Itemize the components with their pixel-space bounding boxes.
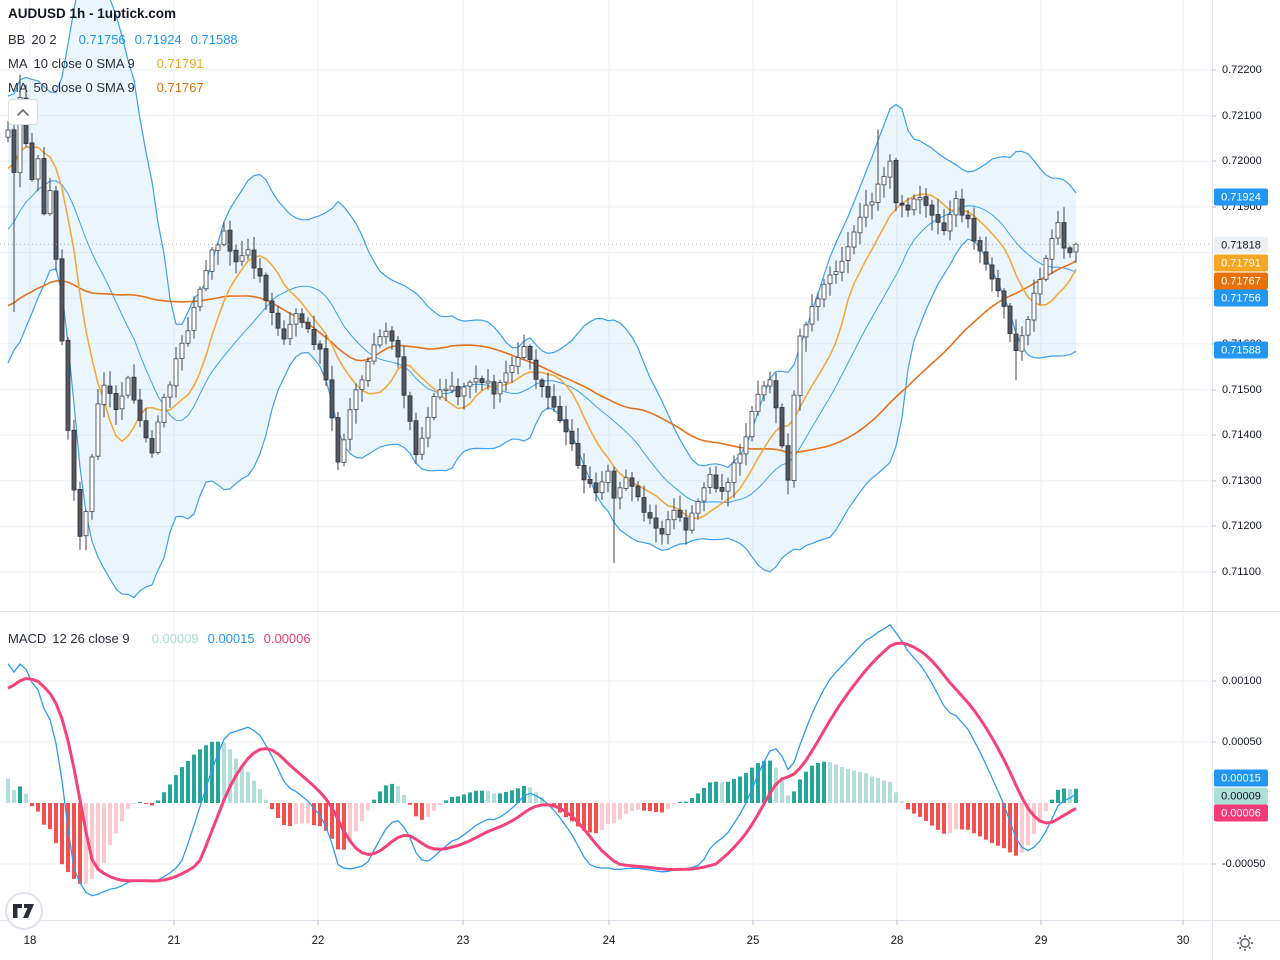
indicator-name: BB: [8, 31, 26, 47]
price-tick-label: 0.71300: [1222, 475, 1262, 487]
bb-lower-value: 0.71588: [190, 31, 238, 47]
macd-pane: [6, 624, 1078, 897]
price-pane: [0, 0, 1212, 599]
bollinger-lower: [7, 238, 1077, 599]
bollinger-upper: [7, 0, 1077, 468]
symbol-title: AUDUSD 1h - 1uptick.com: [8, 6, 177, 21]
sun-icon: [1237, 935, 1253, 951]
tradingview-logo-icon: [13, 903, 34, 918]
macd-tick-label: 0.00050: [1222, 736, 1262, 748]
indicator-params: 12 26 close 9: [52, 630, 130, 646]
time-tick-label: 22: [311, 935, 325, 947]
macd-badge: 0.00006: [1214, 804, 1268, 822]
time-tick-label: 21: [167, 935, 181, 947]
ma10-value: 0.71791: [156, 55, 204, 71]
time-tick-label: 23: [456, 935, 470, 947]
macd-tick-label: -0.00050: [1222, 858, 1266, 870]
macd-histogram: [6, 741, 1078, 884]
price-tick-label: 0.71100: [1222, 566, 1261, 578]
price-badge: 0.71924: [1214, 188, 1268, 206]
price-tick-label: 0.72000: [1222, 155, 1262, 167]
macd-line-value: 0.00015: [207, 630, 255, 646]
indicator-name: MA: [8, 55, 28, 71]
time-tick-label: 24: [602, 935, 616, 947]
price-tick-label: 0.71400: [1222, 429, 1262, 441]
indicator-name: MA: [8, 79, 28, 95]
ma50-value: 0.71767: [156, 79, 204, 95]
macd-badge: 0.00015: [1214, 769, 1268, 787]
time-tick-label: 28: [890, 935, 904, 947]
price-badge: 0.71756: [1214, 289, 1268, 307]
legend-ma-fast[interactable]: MA 10 close 0 SMA 9 0.71791: [8, 53, 204, 73]
theme-toggle-button[interactable]: [1234, 932, 1256, 954]
time-tick-label: 18: [23, 935, 37, 947]
indicator-params: 20 2: [31, 31, 57, 47]
macd-hist-value: 0.00009: [151, 630, 199, 646]
bb-upper-value: 0.71924: [134, 31, 182, 47]
price-badge: 0.71818: [1214, 236, 1268, 254]
macd-tick-label: 0.00100: [1222, 675, 1262, 687]
macd-badge: 0.00009: [1214, 787, 1268, 805]
bb-basis-value: 0.71756: [78, 31, 126, 47]
price-badge: 0.71767: [1214, 272, 1268, 290]
indicator-name: MACD: [8, 630, 47, 646]
price-tick-label: 0.72100: [1222, 110, 1262, 122]
time-tick-label: 30: [1176, 935, 1190, 947]
chevron-up-icon: [17, 108, 29, 116]
tradingview-logo[interactable]: [5, 892, 43, 930]
indicator-params: 10 close 0 SMA 9: [33, 55, 135, 71]
indicator-params: 50 close 0 SMA 9: [33, 79, 135, 95]
bollinger-fill: [8, 0, 1076, 598]
candles: [5, 74, 1079, 563]
price-badge: 0.71588: [1214, 341, 1268, 359]
macd-signal-line: [7, 641, 1077, 883]
ma10-line: [7, 146, 1077, 520]
legend-bollinger[interactable]: BB 20 2 0.71756 0.71924 0.71588: [8, 29, 238, 49]
collapse-legend-button[interactable]: [8, 99, 38, 125]
macd-line: [7, 624, 1077, 897]
macd-signal-value: 0.00006: [263, 630, 311, 646]
ma50-line: [7, 260, 1077, 454]
gridlines: [0, 0, 1212, 920]
legend-macd[interactable]: MACD 12 26 close 9 0.00009 0.00015 0.00006: [8, 628, 311, 648]
price-badge: 0.71791: [1214, 254, 1268, 272]
price-tick-label: 0.72200: [1222, 64, 1262, 76]
time-tick-label: 29: [1034, 935, 1048, 947]
legend-ma-slow[interactable]: MA 50 close 0 SMA 9 0.71767: [8, 77, 204, 97]
time-tick-label: 25: [746, 935, 760, 947]
price-tick-label: 0.71500: [1222, 384, 1262, 396]
price-tick-label: 0.71200: [1222, 520, 1262, 532]
